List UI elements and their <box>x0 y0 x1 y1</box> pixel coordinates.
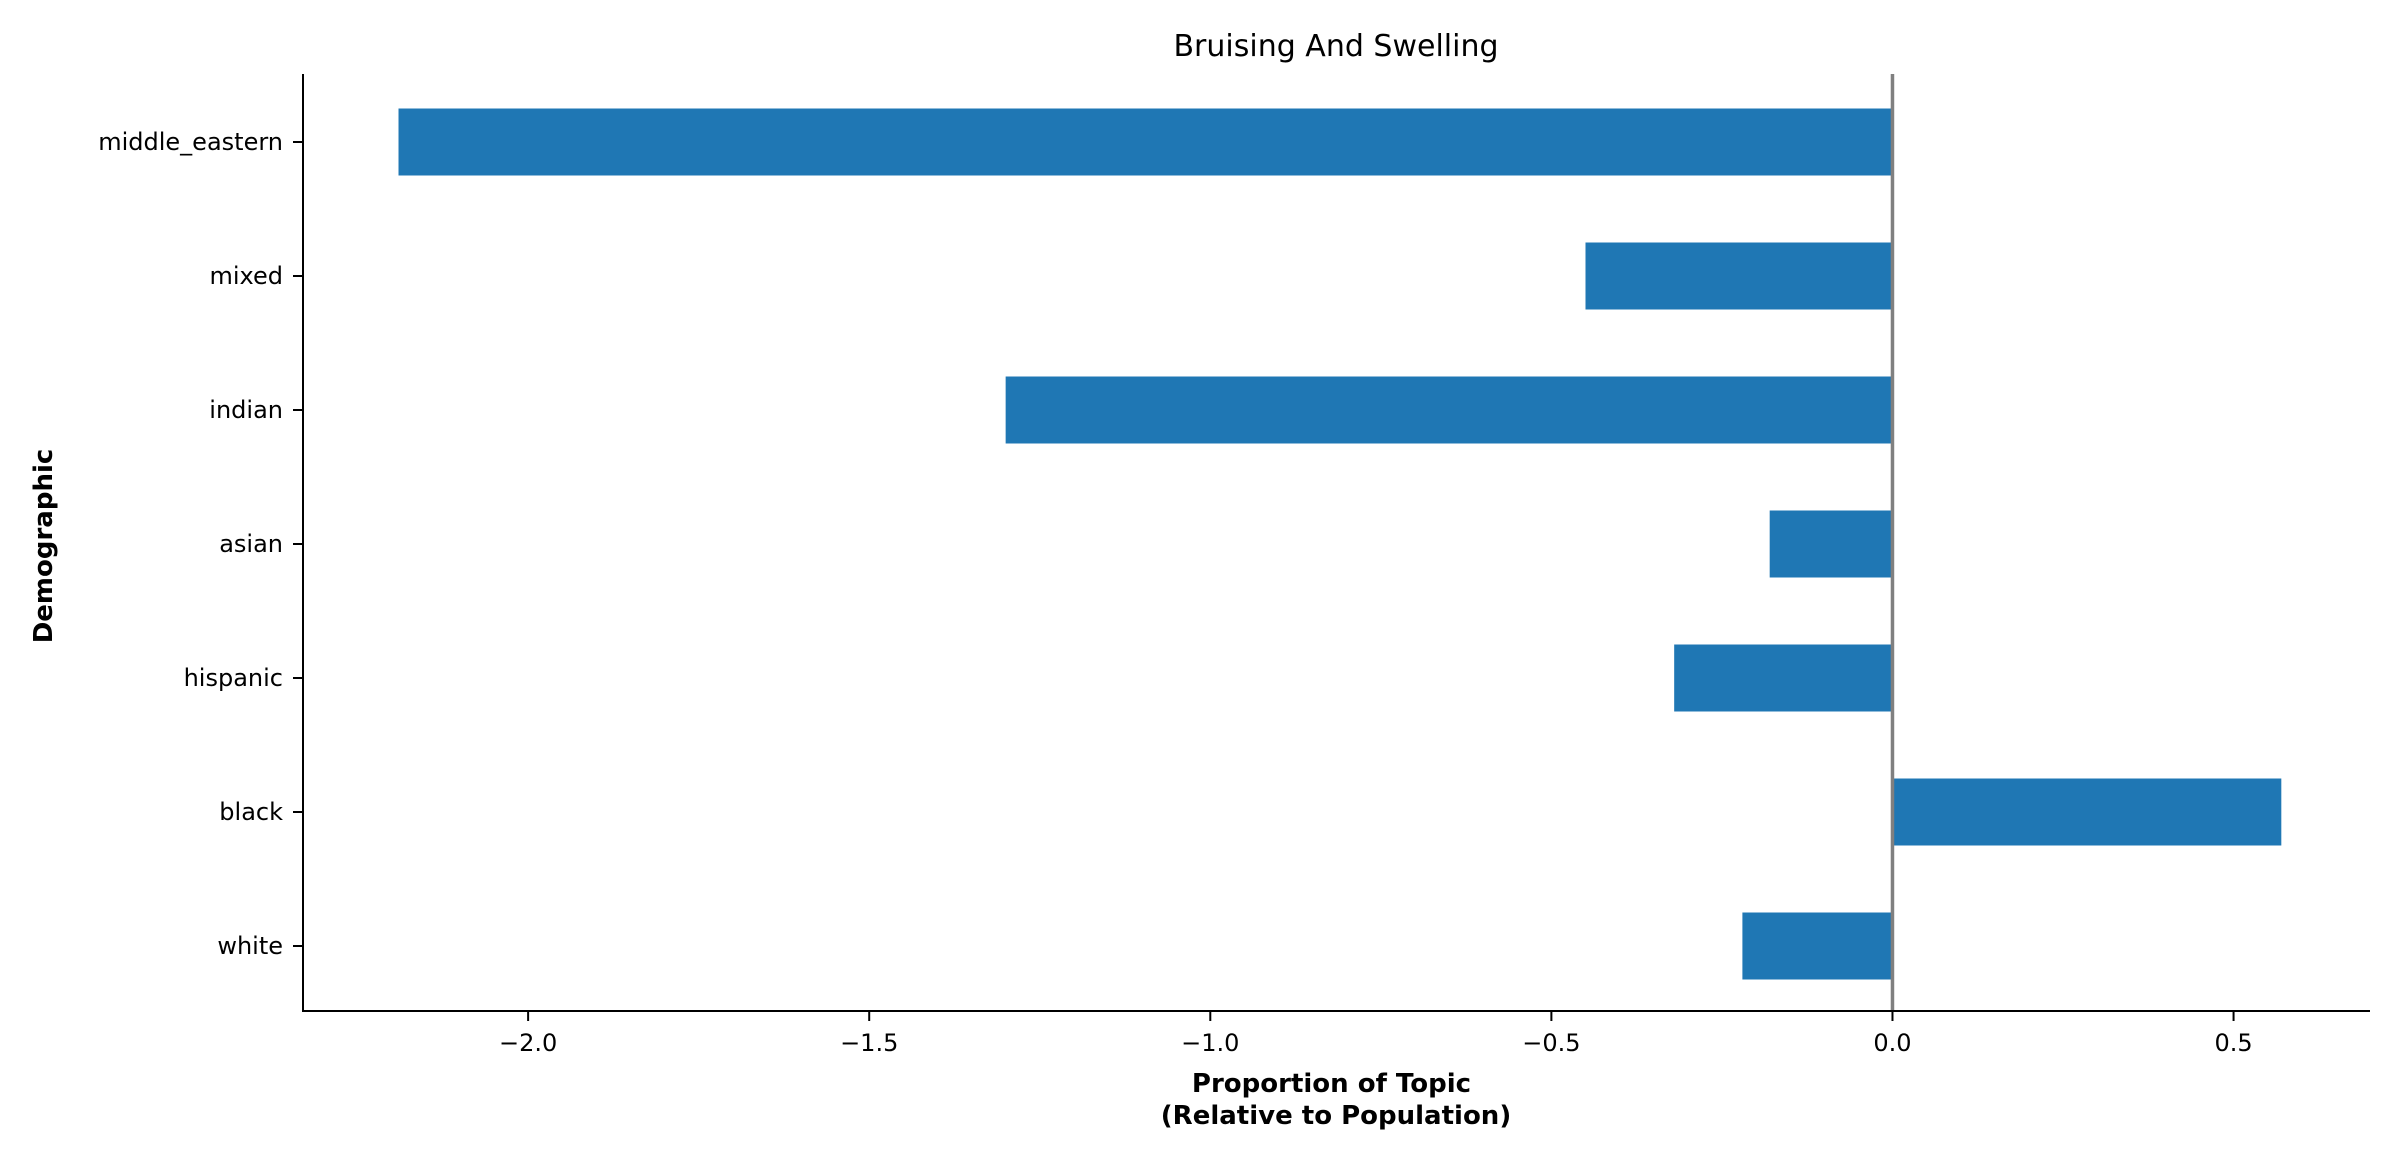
y-tick-label-asian: asian <box>219 530 283 558</box>
bar-indian <box>1005 376 1893 444</box>
bar-mixed <box>1585 242 1893 310</box>
x-tick-label: 0.5 <box>2214 1029 2252 1057</box>
bar-hispanic <box>1674 644 1893 712</box>
x-tick-label: −1.5 <box>840 1029 898 1057</box>
y-tick-label-middle-eastern: middle_eastern <box>98 128 283 156</box>
axes <box>302 74 2370 1012</box>
x-axis-title: Proportion of Topic (Relative to Populat… <box>1161 1069 1511 1131</box>
x-tick-label: 0.0 <box>1873 1029 1911 1057</box>
x-tick-label: −0.5 <box>1522 1029 1580 1057</box>
x-tick-label: −2.0 <box>499 1029 557 1057</box>
x-tick-label: −1.0 <box>1181 1029 1239 1057</box>
bar-asian <box>1769 510 1893 578</box>
y-tick-label-black: black <box>219 798 283 826</box>
x-axis-title-line-1: Proportion of Topic <box>1192 1069 1471 1099</box>
bar-middle-eastern <box>398 108 1893 176</box>
chart-title: Bruising And Swelling <box>1173 29 1498 64</box>
bar-black <box>1892 778 2282 846</box>
bar-white <box>1742 912 1893 980</box>
x-axis-ticks: −2.0 −1.5 −1.0 −0.5 0.0 0.5 <box>499 1011 2253 1057</box>
y-axis-title: Demographic <box>29 449 59 644</box>
y-tick-label-indian: indian <box>209 396 283 424</box>
y-tick-label-mixed: mixed <box>209 262 283 290</box>
y-tick-label-hispanic: hispanic <box>184 664 283 692</box>
x-axis-title-line-2: (Relative to Population) <box>1161 1101 1511 1131</box>
y-tick-label-white: white <box>217 932 283 960</box>
bars-layer <box>398 108 2282 980</box>
